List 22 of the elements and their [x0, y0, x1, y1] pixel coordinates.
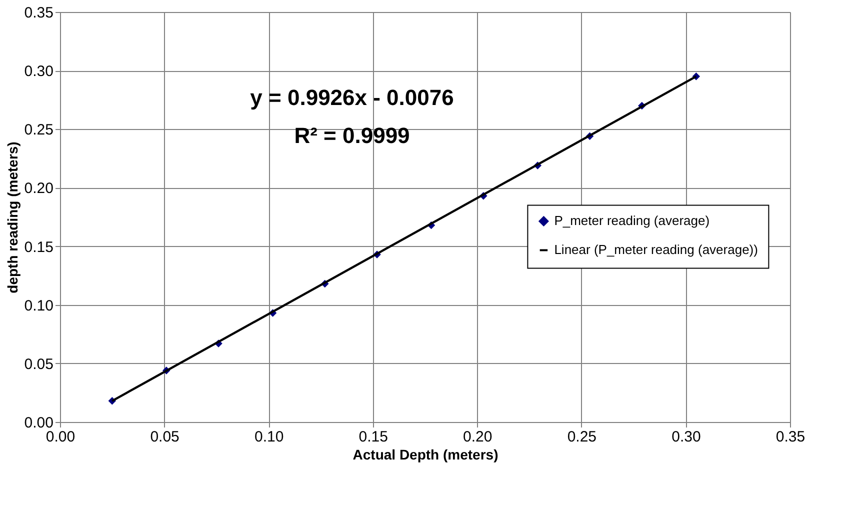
y-tick-label: 0.25 [24, 122, 54, 139]
legend-label: Linear (P_meter reading (average)) [554, 242, 758, 258]
x-tick-label: 0.35 [776, 428, 806, 446]
x-tick-label: 0.05 [150, 428, 180, 446]
y-tick-label: 0.10 [24, 297, 54, 314]
x-tick-label: 0.20 [463, 428, 492, 446]
y-tick-label: 0.15 [24, 238, 54, 256]
annotation: y = 0.9926x - 0.0076 [250, 85, 454, 110]
y-tick-label: 0.20 [24, 180, 54, 198]
x-tick-label: 0.25 [567, 428, 597, 446]
y-tick-label: 0.30 [24, 63, 54, 80]
y-axis-title: depth reading (meters) [4, 142, 20, 294]
annotation: R² = 0.9999 [294, 123, 410, 148]
y-tick-label: 0.00 [24, 414, 54, 432]
x-tick-label: 0.10 [254, 428, 284, 446]
x-tick-label: 0.30 [672, 428, 701, 446]
x-tick-label: 0.15 [358, 428, 388, 446]
legend-label: P_meter reading (average) [554, 213, 710, 228]
x-tick-label: 0.00 [46, 428, 76, 446]
y-tick-label: 0.35 [24, 4, 54, 22]
y-tick-label: 0.05 [24, 356, 54, 373]
x-axis-title: Actual Depth (meters) [352, 446, 498, 462]
